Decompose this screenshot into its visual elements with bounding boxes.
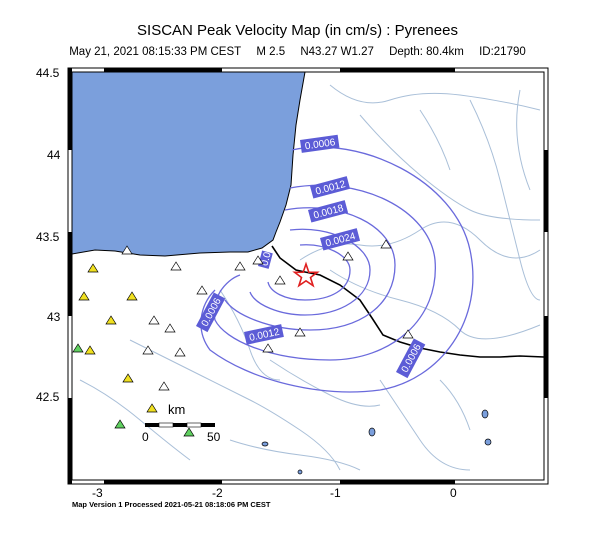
station-triangle-icon [158,381,170,391]
scale-unit: km [168,402,185,417]
station-triangle-icon [105,315,117,325]
station-triangle-icon [122,373,134,383]
event-datetime: May 21, 2021 08:15:33 PM CEST [69,46,242,58]
map-footer: Map Version 1 Processed 2021-05-21 08:18… [72,500,271,509]
station-triangle-icon [196,285,208,295]
scale-max-label: 50 [207,430,221,444]
lon-tick-label: -2 [212,486,223,500]
lat-tick-label: 42.5 [36,390,60,404]
svg-text:0.0006: 0.0006 [400,342,424,375]
contour-label: 0.0018 [308,200,349,223]
station-triangle-icon [380,239,392,249]
lon-tick-label: -3 [92,486,103,500]
station-triangle-icon [252,255,264,265]
rivers [79,84,541,471]
station-triangle-icon [114,419,126,429]
lat-tick-label: 43 [47,310,61,324]
station-triangle-icon [294,327,306,337]
epicenter-star-icon [292,261,320,288]
lon-tick-label: -1 [330,486,341,500]
lon-tick-label: 0 [450,486,457,500]
event-location: N43.27 W1.27 [300,46,374,58]
station-triangle-icon [274,275,286,285]
station-triangle-icon [78,291,90,301]
station-triangle-icon [262,343,274,353]
station-triangle-icon [174,347,186,357]
border-line [271,245,544,358]
stations [72,239,414,437]
station-triangle-icon [84,345,96,355]
svg-text:0.0: 0.0 [259,250,273,267]
map-title: SISCAN Peak Velocity Map (in cm/s) : Pyr… [137,22,458,39]
sea-area [72,72,306,257]
svg-text:0.0006: 0.0006 [304,137,336,152]
contour-label: 0.0006 [196,292,226,333]
lat-tick-label: 43.5 [36,230,60,244]
frame-ticks [68,68,548,484]
station-triangle-icon [148,315,160,325]
lat-tick-label: 44 [47,148,61,162]
station-triangle-icon [342,251,354,261]
scale-min-label: 0 [142,430,149,444]
station-triangle-icon [142,345,154,355]
event-depth: Depth: 80.4km [389,46,464,58]
event-info: May 21, 2021 08:15:33 PM CEST M 2.5 N43.… [0,46,595,58]
event-id: ID:21790 [479,46,526,58]
station-triangle-icon [146,403,158,413]
contours [200,146,474,393]
station-triangle-icon [72,343,84,353]
longitude-labels: -3 -2 -1 0 [92,486,457,500]
svg-text:0.0012: 0.0012 [248,327,281,344]
station-triangle-icon [402,329,414,339]
contour-label: 0.0012 [244,324,284,345]
latitude-labels: 44.5 44 43.5 43 42.5 [36,66,61,404]
station-triangle-icon [87,263,99,273]
station-triangle-icon [183,427,195,437]
lakes [261,409,492,475]
station-triangle-icon [121,245,133,255]
svg-text:0.0018: 0.0018 [312,203,345,222]
svg-text:0.0012: 0.0012 [314,179,347,198]
contour-label: 0.0012 [310,176,351,199]
svg-text:0.0024: 0.0024 [324,231,357,250]
contour-label: 0.0006 [300,134,340,153]
event-magnitude: M 2.5 [256,46,286,58]
station-triangle-icon [126,291,138,301]
station-triangle-icon [234,261,246,271]
svg-text:0.0006: 0.0006 [200,296,224,329]
scale-bar: km 0 50 [142,402,221,444]
station-triangle-icon [164,323,176,333]
lat-tick-label: 44.5 [36,66,60,80]
station-triangle-icon [170,261,182,271]
